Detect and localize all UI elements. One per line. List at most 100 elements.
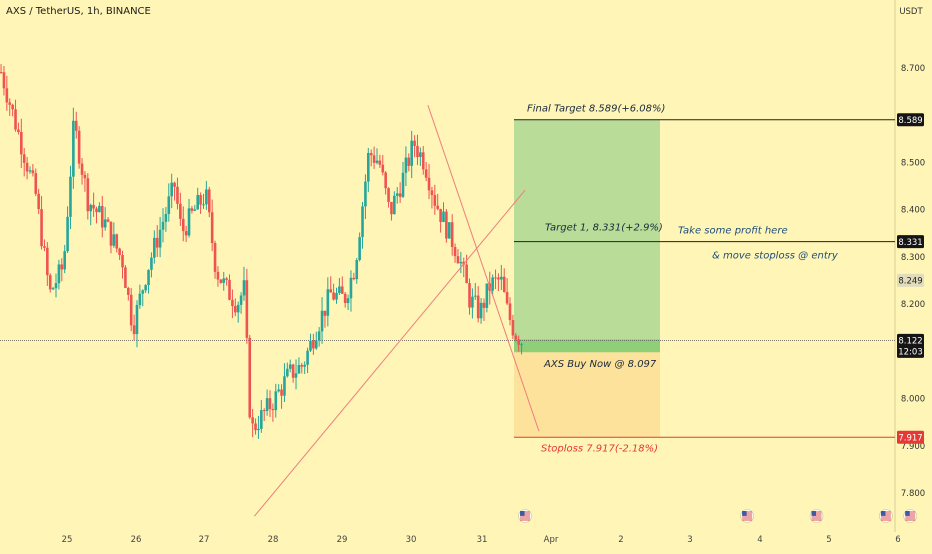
candle-body [106,219,110,222]
candle-body [248,337,252,418]
flag-stripe [520,517,531,519]
candle-body [77,130,81,164]
annotation-take-profit: Take some profit here [678,226,788,237]
y-tick-label: 8.200 [901,300,925,310]
trendline-1[interactable] [253,189,526,517]
candle-body [262,410,266,412]
y-tick-label: 8.500 [901,158,925,168]
price-label-box [897,113,924,127]
candle-body [193,209,197,211]
candle-body [364,181,367,207]
x-tick-label: 4 [757,535,762,545]
candle-body [205,189,208,205]
candle-body [317,331,321,341]
candle-body [92,204,95,209]
price-label-text: 8.589 [898,116,922,126]
candle-body [115,234,119,249]
candle-body [196,195,200,210]
candle-body [476,295,480,319]
candle-body [419,152,422,157]
candle-body [485,283,489,308]
candle-body [294,373,298,378]
annotation-move-stoploss: & move stoploss @ entry [712,251,839,262]
flag-stripe [880,517,891,519]
flag-stripe [742,511,753,513]
candle-body [100,205,104,228]
entry-band [514,339,660,353]
candle-body [355,259,359,280]
candle-body [251,417,254,424]
flag-stripe [880,511,891,513]
candle-body [228,279,231,300]
candle-body [242,280,246,296]
trendline-2[interactable] [427,104,540,432]
price-label-box [897,430,924,444]
candle-body [118,248,121,256]
candle-body [28,170,32,172]
annotation-final-target: Final Target 8.589(+6.08%) [527,104,665,115]
candle-body [442,211,445,223]
candle-body [465,264,468,284]
y-tick-label: 7.800 [901,489,925,499]
candle-body [179,203,182,219]
flag-stripe [811,517,822,519]
candle-body [401,172,405,197]
candle-body [332,292,335,300]
candle-body [410,140,413,166]
candle-body [274,391,278,411]
candle-body [404,157,408,173]
flag-stripe [811,511,822,513]
candle-body [474,295,477,297]
us-flag-event-icon[interactable] [518,509,532,523]
candle-body [127,287,130,295]
candle-body [132,325,136,335]
candle-body [72,120,75,177]
flag-stripe [880,513,891,515]
candle-body [190,208,194,211]
candle-body [60,264,64,270]
candle-body [199,195,202,205]
price-label-box [897,273,924,287]
candle-body [207,189,211,213]
candle-body [51,288,55,290]
candle-body [300,365,304,367]
candle-body [450,222,454,248]
candle-body [329,289,333,293]
candle-body [494,277,497,279]
x-tick-label: 30 [406,535,417,545]
candle-body [277,389,280,392]
annotation-stoploss: Stoploss 7.917(-2.18%) [541,443,658,454]
candle-body [124,267,127,288]
candle-body [257,428,260,431]
y-tick-label: 8.300 [901,253,925,263]
candle-body [453,247,457,257]
us-flag-event-icon[interactable] [879,509,893,523]
x-tick-label: 29 [337,535,348,545]
flag-stripe [742,513,753,515]
us-flag-event-icon[interactable] [903,509,918,523]
candle-body [268,398,272,410]
us-flag-event-icon[interactable] [740,509,754,523]
candle-body [236,304,240,313]
flag-stripe [742,519,753,521]
candle-body [231,299,234,307]
candle-body [393,195,396,215]
us-flag-event-icon[interactable] [809,509,824,523]
annotation-buy: AXS Buy Now @ 8.097 [543,359,657,370]
candle-body [239,295,243,305]
y-tick-label: 8.000 [901,395,925,405]
candle-body [326,289,330,316]
candle-body [520,344,523,346]
x-tick-label: 5 [826,535,831,545]
candle-body [271,409,275,411]
flag-stripe [880,519,891,521]
flag-stripe [811,513,822,515]
candle-body [320,310,324,332]
candle-body [112,234,116,246]
candle-body [335,292,338,300]
candle-body [95,208,98,213]
candle-body [147,269,150,286]
candle-body [384,172,387,189]
